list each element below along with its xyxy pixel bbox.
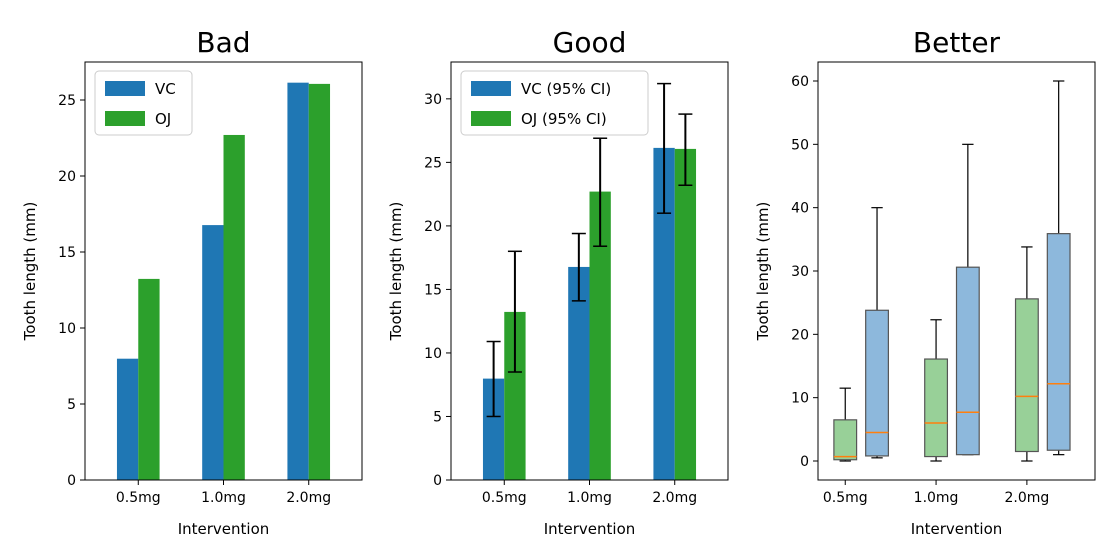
bar [653,147,675,480]
y-tick-label: 60 [791,74,809,90]
x-tick-label: 0.5mg [482,490,527,506]
x-axis-label: Intervention [178,520,270,538]
box [865,309,889,457]
x-tick-label: 1.0mg [567,490,612,506]
bar [223,134,245,480]
box [1046,233,1071,451]
box [955,266,980,456]
plot-frame [817,61,1096,481]
bar [674,148,697,480]
x-axis-label: Intervention [911,520,1003,538]
y-axis-label: Tooth length (mm) [21,202,39,342]
y-tick-label: 30 [424,92,442,108]
x-axis-label: Intervention [544,520,636,538]
chart-title: Bad [196,26,250,59]
bar [482,378,505,480]
legend-swatch [105,111,145,126]
y-tick-label: 10 [424,346,442,362]
y-axis-label: Tooth length (mm) [387,202,405,342]
x-tick-label: 2.0mg [652,490,697,506]
legend-label: VC (95% CI) [521,80,611,98]
x-tick-label: 2.0mg [286,490,331,506]
x-tick-label: 1.0mg [914,490,959,506]
chart-title: Good [553,26,627,59]
box [1014,298,1039,453]
y-axis-label: Tooth length (mm) [754,202,772,342]
legend-swatch [105,81,145,96]
chart-bad: Bad 0 5 10 15 20 25 0.5mg 1.0mg 2.0mg Intervention… [21,26,363,538]
plot-frame [450,61,729,481]
y-tick-label: 25 [58,93,76,109]
y-tick-label: 5 [433,409,442,425]
y-tick-label: 0 [800,454,809,470]
y-tick-label: 15 [424,282,442,298]
y-tick-label: 10 [791,391,809,407]
bar [504,311,526,480]
chart-good: Good 0 5 10 15 20 25 30 0.5mg 1.0mg 2.0mg Intervent… [387,26,729,538]
bar [589,191,611,480]
box [833,419,858,461]
y-tick-label: 0 [67,473,76,489]
legend-label: OJ (95% CI) [521,110,607,128]
y-tick-label: 20 [58,169,76,185]
x-tick-label: 1.0mg [201,490,246,506]
bar [202,225,224,480]
legend-swatch [471,81,511,96]
plot-frame [84,61,363,481]
bar [138,278,160,480]
bar [568,266,590,480]
y-tick-label: 25 [424,155,442,171]
y-tick-label: 15 [58,245,76,261]
legend-label: OJ [155,110,171,128]
bar [308,83,331,480]
y-tick-label: 50 [791,137,809,153]
y-tick-label: 20 [424,219,442,235]
x-tick-label: 0.5mg [116,490,161,506]
y-tick-label: 20 [791,327,809,343]
legend-label: VC [155,80,176,98]
y-tick-label: 0 [433,473,442,489]
chart-title: Better [913,26,1001,59]
y-tick-label: 30 [791,264,809,280]
bar [287,82,309,480]
bar [116,358,139,480]
y-tick-label: 10 [58,321,76,337]
x-tick-label: 2.0mg [1004,490,1049,506]
y-tick-label: 40 [791,201,809,217]
chart-better: Better 0 10 20 30 40 50 60 0.5mg 1.0mg 2.0mgInterv… [754,26,1096,538]
legend-swatch [471,111,511,126]
box [924,358,949,458]
y-tick-label: 5 [67,397,76,413]
x-tick-label: 0.5mg [823,490,868,506]
